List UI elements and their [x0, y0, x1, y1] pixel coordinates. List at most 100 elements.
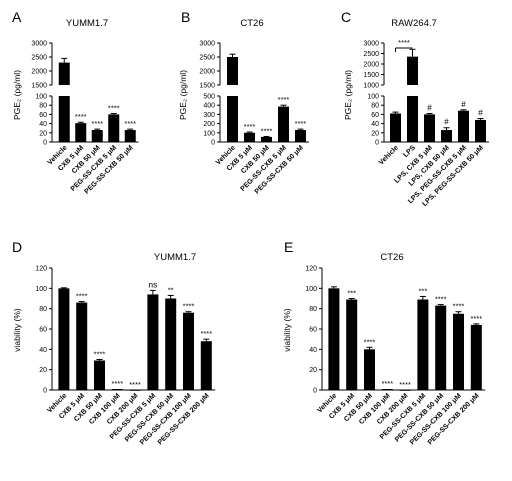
significance-label-C: # [444, 118, 449, 127]
bar-B [244, 132, 255, 142]
y-tick-label-D: 0 [43, 388, 47, 395]
bar-B [278, 106, 289, 142]
bar-E [435, 305, 447, 390]
y-tick-label-A: 2000 [31, 69, 47, 76]
bar-E [381, 388, 393, 390]
panel-letter-D: D [12, 239, 22, 255]
y-tick-label-A: 1500 [31, 83, 47, 90]
y-tick-label-C: 2000 [363, 62, 379, 69]
y-tick-label-B: 1500 [199, 83, 215, 90]
chart-title-B: CT26 [240, 18, 263, 29]
y-tick-label-A: 60 [39, 112, 47, 119]
significance-label-D: ** [168, 285, 174, 294]
bar-D [94, 360, 105, 390]
significance-label-E: **** [364, 337, 376, 346]
bar-D [165, 298, 177, 390]
significance-label-A: **** [91, 119, 103, 128]
bar-A [75, 123, 87, 142]
bar-B [227, 57, 238, 85]
y-tick-label-C: 1000 [363, 83, 379, 90]
bar-E [453, 313, 464, 390]
bar-D [76, 302, 88, 390]
bar-lower-A [58, 96, 70, 142]
y-tick-label-A: 80 [39, 103, 47, 110]
significance-label-E: **** [399, 380, 411, 389]
y-tick-label-B: 200 [203, 121, 215, 128]
y-tick-label-B: 500 [203, 94, 215, 101]
bracket-label-C: **** [398, 38, 410, 47]
y-axis-label-B: PGE₂ (pg/ml) [178, 70, 188, 120]
y-tick-label-C: 0 [375, 140, 379, 147]
bar-C [407, 56, 418, 85]
y-tick-label-D: 100 [35, 286, 47, 293]
panel-letter-A: A [12, 9, 22, 25]
y-axis-label-C: PGE₂ (pg/ml) [343, 70, 353, 120]
y-tick-label-B: 100 [203, 130, 215, 137]
bar-D [147, 294, 159, 390]
significance-label-B: **** [278, 95, 290, 104]
y-tick-label-A: 20 [39, 130, 47, 137]
bar-C [424, 114, 435, 142]
bar-A [58, 62, 70, 85]
bar-E [346, 299, 358, 390]
y-tick-label-A: 0 [43, 140, 47, 147]
chart-title-A: YUMM1.7 [66, 18, 108, 29]
bar-lower-B [227, 96, 238, 142]
bar-E [470, 324, 482, 390]
panel-letter-C: C [341, 9, 351, 25]
bar-E [364, 349, 375, 390]
bar-E [399, 390, 411, 391]
y-tick-label-C: 40 [371, 121, 379, 128]
y-tick-label-B: 2000 [199, 69, 215, 76]
bar-C [458, 110, 469, 142]
y-tick-label-D: 20 [39, 367, 47, 374]
y-tick-label-E: 120 [305, 266, 317, 273]
y-tick-label-E: 80 [309, 306, 317, 313]
y-axis-label-A: PGE₂ (pg/ml) [12, 70, 22, 120]
y-tick-label-B: 2500 [199, 55, 215, 62]
y-tick-label-D: 120 [35, 266, 47, 273]
y-tick-label-C: 2500 [363, 51, 379, 58]
significance-label-A: **** [124, 119, 136, 128]
y-tick-label-E: 0 [313, 388, 317, 395]
y-tick-label-B: 3000 [199, 41, 215, 48]
y-tick-label-C: 3000 [363, 41, 379, 48]
y-tick-label-C: 20 [371, 130, 379, 137]
y-tick-label-A: 3000 [31, 41, 47, 48]
bar-C [390, 113, 401, 142]
significance-label-D: **** [200, 329, 212, 338]
significance-label-E: **** [381, 379, 393, 388]
significance-label-B: **** [261, 126, 273, 135]
significance-label-B: **** [295, 119, 307, 128]
panel-letter-B: B [181, 9, 190, 25]
chart-title-E: CT26 [380, 252, 403, 263]
y-tick-label-D: 60 [39, 327, 47, 334]
y-tick-label-E: 100 [305, 286, 317, 293]
y-tick-label-B: 0 [211, 140, 215, 147]
category-label-C: LPS [402, 144, 417, 159]
significance-label-D: **** [111, 379, 123, 388]
significance-label-D: ns [148, 279, 157, 289]
bar-lower-C [407, 96, 418, 142]
significance-label-D: **** [129, 380, 141, 389]
bar-D [200, 341, 212, 390]
bar-C [475, 119, 486, 142]
category-label-C: Vehicle [378, 144, 400, 166]
bar-A [124, 130, 136, 142]
bar-D [58, 288, 70, 390]
y-tick-label-E: 40 [309, 347, 317, 354]
bar-A [91, 130, 103, 142]
bar-E [417, 299, 429, 390]
significance-label-A: **** [75, 112, 87, 121]
y-tick-label-D: 80 [39, 306, 47, 313]
significance-label-E: *** [419, 286, 428, 295]
y-tick-label-C: 60 [371, 112, 379, 119]
y-tick-label-C: 100 [367, 94, 379, 101]
y-tick-label-E: 60 [309, 327, 317, 334]
y-tick-label-A: 40 [39, 121, 47, 128]
significance-label-C: # [427, 103, 432, 112]
significance-label-E: **** [470, 314, 482, 323]
bar-B [295, 130, 306, 142]
y-tick-label-A: 100 [35, 94, 47, 101]
